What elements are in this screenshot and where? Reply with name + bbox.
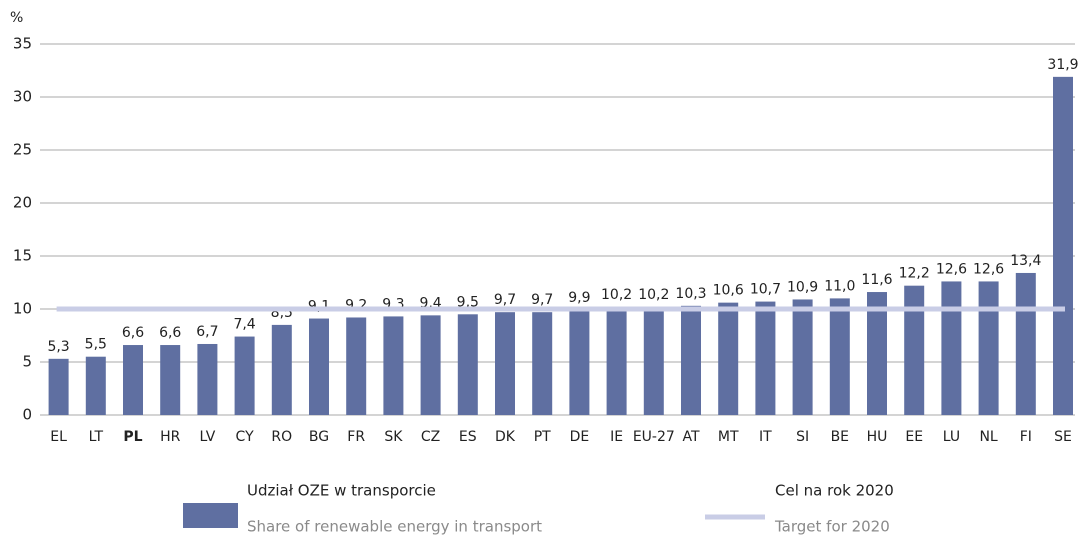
x-tick-label: DK bbox=[495, 429, 516, 445]
x-tick-label: EU-27 bbox=[633, 429, 675, 445]
x-tick-label: DE bbox=[570, 429, 590, 445]
x-tick-label: MT bbox=[718, 429, 739, 445]
x-tick-label: BG bbox=[309, 429, 329, 445]
bar bbox=[457, 314, 478, 415]
x-tick-label: NL bbox=[979, 429, 997, 445]
value-label: 9,5 bbox=[457, 294, 479, 310]
bar bbox=[383, 316, 404, 415]
bar bbox=[85, 356, 106, 415]
x-tick-label: CY bbox=[236, 429, 255, 445]
x-tick-label: HU bbox=[867, 429, 888, 445]
y-tick-label: 10 bbox=[13, 300, 32, 318]
x-tick-label: PL bbox=[123, 429, 142, 445]
x-tick-label: EE bbox=[905, 429, 923, 445]
value-label: 10,2 bbox=[638, 287, 669, 303]
bar bbox=[1015, 272, 1036, 415]
x-tick-label: EL bbox=[50, 429, 67, 445]
legend-label: Share of renewable energy in transport bbox=[247, 518, 542, 536]
y-tick-label: 20 bbox=[13, 194, 32, 212]
value-label: 11,6 bbox=[861, 272, 892, 288]
x-tick-label: CZ bbox=[421, 429, 440, 445]
value-label: 10,7 bbox=[750, 282, 781, 298]
value-label: 12,6 bbox=[936, 261, 967, 277]
y-axis-label: % bbox=[10, 10, 23, 26]
value-label: 5,5 bbox=[85, 337, 107, 353]
value-label: 11,0 bbox=[824, 278, 855, 294]
x-tick-label: PT bbox=[534, 429, 551, 445]
bar bbox=[569, 310, 590, 415]
value-label: 10,6 bbox=[713, 283, 744, 299]
legend-label: Udział OZE w transporcie bbox=[247, 482, 436, 500]
x-tick-label: FR bbox=[347, 429, 365, 445]
y-tick-label: 5 bbox=[22, 353, 32, 371]
value-label: 9,9 bbox=[568, 290, 590, 306]
y-tick-label: 30 bbox=[13, 88, 32, 106]
bar bbox=[755, 301, 776, 415]
y-tick-label: 0 bbox=[22, 406, 32, 424]
x-tick-label: BE bbox=[831, 429, 849, 445]
bar bbox=[123, 345, 143, 415]
bar bbox=[867, 292, 887, 415]
bar bbox=[309, 318, 329, 415]
x-tick-label: HR bbox=[160, 429, 181, 445]
legend-label: Target for 2020 bbox=[774, 518, 890, 536]
x-tick-label: RO bbox=[271, 429, 292, 445]
legend-label: Cel na rok 2020 bbox=[775, 482, 894, 500]
value-label: 5,3 bbox=[47, 339, 69, 355]
value-label: 13,4 bbox=[1010, 253, 1041, 269]
value-label: 10,2 bbox=[601, 287, 632, 303]
value-label: 31,9 bbox=[1047, 57, 1078, 73]
y-tick-label: 25 bbox=[13, 141, 32, 159]
value-label: 7,4 bbox=[233, 317, 255, 333]
bar bbox=[197, 343, 218, 415]
bar bbox=[420, 315, 441, 415]
bar bbox=[643, 306, 664, 415]
x-tick-label: ES bbox=[459, 429, 477, 445]
bar bbox=[681, 305, 701, 415]
bar bbox=[829, 298, 850, 415]
value-label: 6,6 bbox=[159, 325, 181, 341]
bar bbox=[532, 312, 553, 415]
x-tick-label: SE bbox=[1054, 429, 1072, 445]
x-tick-label: FI bbox=[1020, 429, 1032, 445]
bar bbox=[1053, 76, 1073, 416]
x-tick-label: SI bbox=[796, 429, 809, 445]
x-tick-label: IT bbox=[759, 429, 772, 445]
x-tick-label: LT bbox=[89, 429, 104, 445]
value-label: 10,3 bbox=[675, 286, 706, 302]
x-tick-label: LU bbox=[943, 429, 960, 445]
bar bbox=[904, 285, 925, 415]
bar bbox=[495, 312, 515, 415]
value-label: 12,6 bbox=[973, 261, 1004, 277]
bar bbox=[606, 306, 627, 415]
bar bbox=[941, 281, 962, 415]
bar bbox=[792, 299, 813, 415]
bar bbox=[160, 345, 181, 415]
value-label: 10,9 bbox=[787, 279, 818, 295]
value-label: 9,7 bbox=[494, 292, 516, 308]
legend-swatch bbox=[183, 503, 238, 528]
bar bbox=[718, 302, 739, 415]
value-label: 12,2 bbox=[899, 266, 930, 282]
bar bbox=[234, 336, 255, 415]
bar bbox=[346, 317, 367, 415]
bar bbox=[271, 324, 292, 415]
x-tick-label: SK bbox=[384, 429, 403, 445]
x-tick-label: LV bbox=[199, 429, 215, 445]
x-tick-label: IE bbox=[610, 429, 623, 445]
bar bbox=[978, 281, 999, 415]
value-label: 9,7 bbox=[531, 292, 553, 308]
y-tick-label: 15 bbox=[13, 247, 32, 265]
bar bbox=[48, 358, 69, 415]
value-label: 6,6 bbox=[122, 325, 144, 341]
value-label: 6,7 bbox=[196, 324, 218, 340]
x-tick-label: AT bbox=[682, 429, 699, 445]
y-tick-label: 35 bbox=[13, 35, 32, 53]
